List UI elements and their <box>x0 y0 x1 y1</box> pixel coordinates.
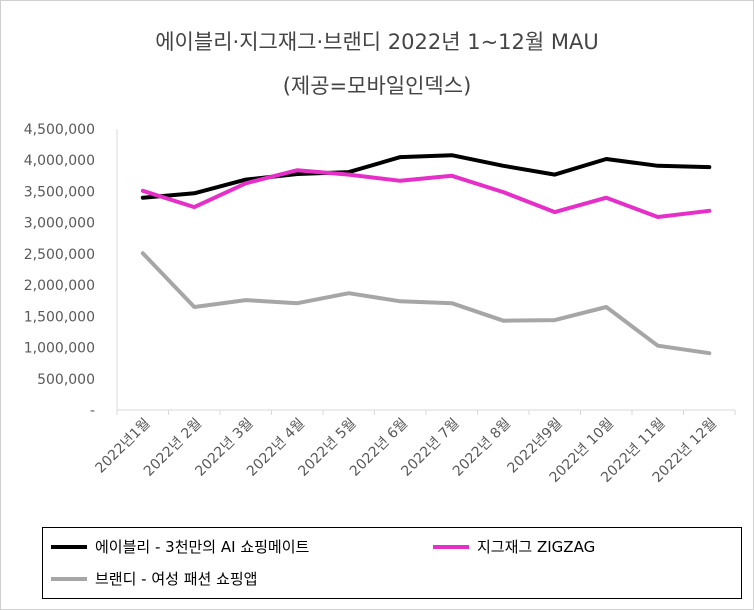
legend-item-ably: 에이블리 - 3천만의 AI 쇼핑메이트 <box>51 536 309 557</box>
legend-swatch-brandi <box>51 576 87 581</box>
y-tick-label: 2,500,000 <box>24 247 95 263</box>
y-tick-label: 3,000,000 <box>24 216 95 232</box>
y-tick-label: 4,000,000 <box>24 153 95 169</box>
y-tick-label: 2,000,000 <box>24 278 95 294</box>
chart-legend: 에이블리 - 3천만의 AI 쇼핑메이트 지그재그 ZIGZAG 브랜디 - 여… <box>42 527 742 599</box>
series-line-ably <box>140 153 712 200</box>
y-tick-label: 500,000 <box>37 372 95 388</box>
legend-item-brandi: 브랜디 - 여성 패션 쇼핑앱 <box>51 568 258 589</box>
legend-item-zigzag: 지그재그 ZIGZAG <box>433 536 595 557</box>
y-tick-label: 4,500,000 <box>24 122 95 138</box>
legend-label-zigzag: 지그재그 ZIGZAG <box>477 538 596 556</box>
chart-title: 에이블리·지그재그·브랜디 2022년 1~12월 MAU <box>155 30 599 54</box>
legend-swatch-zigzag <box>433 544 469 549</box>
y-tick-label: 1,000,000 <box>24 341 95 357</box>
y-tick-label: - <box>90 403 95 419</box>
y-tick-label: 3,500,000 <box>24 184 95 200</box>
series-line-brandi <box>140 251 712 356</box>
series-line-zigzag <box>140 168 712 219</box>
legend-label-ably: 에이블리 - 3천만의 AI 쇼핑메이트 <box>95 538 310 556</box>
legend-swatch-ably <box>51 544 87 549</box>
legend-label-brandi: 브랜디 - 여성 패션 쇼핑앱 <box>95 570 258 588</box>
line-chart: - 500,000 1,000,000 1,500,000 2,000,000 2,500… <box>24 122 736 486</box>
chart-subtitle: (제공=모바일인덱스) <box>282 74 472 98</box>
y-tick-label: 1,500,000 <box>24 309 95 325</box>
